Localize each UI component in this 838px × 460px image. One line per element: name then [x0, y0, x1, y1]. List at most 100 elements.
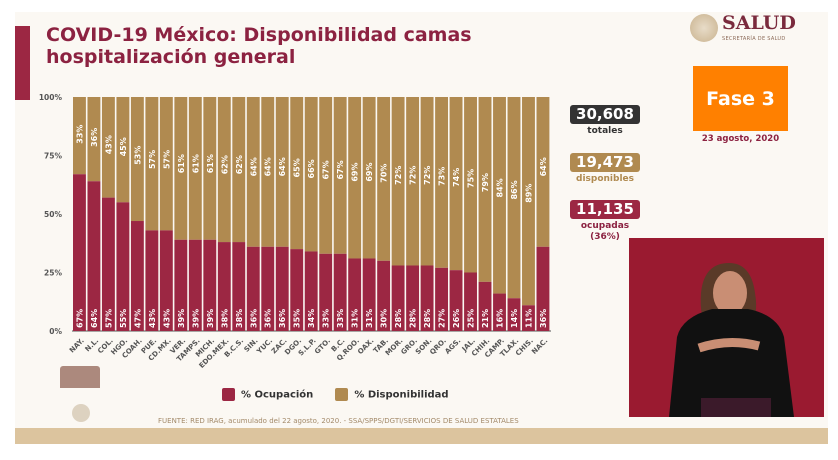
bar-occupied [73, 174, 86, 331]
bar-occupied [232, 242, 246, 331]
bar-label-occupied: 33% [322, 309, 331, 328]
x-tick-label: GTO. [313, 337, 332, 356]
bar-occupied [391, 265, 405, 331]
x-tick-label: NAC. [530, 337, 549, 356]
y-tick-label: 75% [44, 152, 62, 161]
bar-label-available: 53% [133, 146, 142, 165]
bar-available [493, 97, 506, 294]
bar-label-available: 36% [90, 128, 99, 147]
occupancy-chart: 0%25%50%75%100%67%33%NAY.64%36%N.L.57%43… [39, 93, 551, 370]
bar-label-available: 61% [177, 154, 186, 173]
bar-label-available: 70% [380, 164, 389, 183]
bar-label-available: 64% [539, 157, 548, 176]
bar-occupied [130, 221, 144, 331]
bar-available [217, 97, 231, 243]
bar-label-available: 64% [249, 157, 258, 176]
bar-label-available: 89% [524, 184, 533, 203]
bar-occupied [406, 265, 420, 331]
seal-watermark-icon [72, 404, 90, 422]
bar-label-occupied: 39% [206, 309, 215, 328]
bar-label-available: 64% [264, 157, 273, 176]
bar-occupied [261, 246, 275, 331]
bar-label-occupied: 38% [220, 309, 229, 328]
legend-item-occupied: % Ocupación [222, 388, 313, 401]
bar-label-occupied: 34% [307, 309, 316, 328]
bar-occupied [420, 265, 434, 331]
bar-occupied [493, 293, 506, 331]
y-tick-label: 25% [44, 269, 62, 278]
stat-value: 30,608 [570, 105, 640, 124]
bar-label-available: 79% [481, 173, 490, 192]
bar-label-occupied: 28% [409, 309, 418, 328]
bar-label-occupied: 14% [510, 309, 519, 328]
bar-available [232, 97, 246, 243]
bar-label-occupied: 43% [148, 309, 157, 328]
bar-label-occupied: 35% [293, 309, 302, 328]
bar-label-available: 43% [104, 135, 113, 154]
bar-available [319, 97, 333, 254]
bar-label-available: 73% [438, 167, 447, 186]
bar-occupied [203, 239, 217, 331]
title-accent-bar [15, 26, 30, 100]
bar-label-occupied: 36% [264, 309, 273, 328]
legend-label: % Ocupación [241, 389, 314, 401]
bar-occupied [522, 305, 535, 331]
bar-occupied [536, 246, 550, 331]
x-tick-label: QRO. [428, 337, 448, 357]
bar-available [377, 97, 391, 261]
phase-badge: Fase 3 [693, 66, 788, 131]
legend-label: % Disponibilidad [354, 389, 449, 401]
footer-band [15, 428, 828, 444]
bar-occupied [333, 253, 347, 331]
mexico-seal-icon [690, 13, 718, 42]
bar-label-available: 57% [162, 150, 171, 169]
bar-label-occupied: 28% [394, 309, 403, 328]
bar-occupied [507, 298, 521, 331]
y-tick-label: 0% [49, 327, 62, 336]
legend-swatch [335, 388, 349, 401]
bar-label-available: 57% [148, 150, 157, 169]
salud-logo: SALUD SECRETARÍA DE SALUD [690, 12, 796, 43]
stat-total: 30,608 totales [565, 105, 645, 137]
bar-available [87, 97, 101, 182]
bar-available [478, 97, 492, 282]
bar-available [203, 97, 217, 240]
stat-value: 11,135 [570, 200, 640, 219]
bar-occupied [246, 246, 260, 331]
x-tick-label: YUC. [255, 337, 274, 356]
page-title: COVID-19 México: Disponibilidad camas ho… [46, 24, 472, 68]
bar-label-occupied: 36% [539, 309, 548, 328]
stat-label: disponibles [576, 174, 634, 184]
bar-label-occupied: 31% [351, 309, 360, 328]
y-tick-label: 50% [44, 210, 62, 219]
bar-label-available: 69% [351, 163, 360, 182]
bar-label-available: 62% [235, 155, 244, 174]
bar-available [73, 97, 86, 175]
bar-available [290, 97, 304, 250]
bar-label-available: 72% [394, 166, 403, 185]
bar-label-occupied: 25% [467, 309, 476, 328]
bar-label-available: 86% [510, 180, 519, 199]
bar-available [333, 97, 347, 254]
bar-label-occupied: 30% [380, 309, 389, 328]
bar-label-occupied: 27% [438, 309, 447, 328]
stat-available: 19,473 disponibles [565, 153, 645, 185]
bar-occupied [275, 246, 289, 331]
bar-occupied [174, 239, 188, 331]
bar-label-occupied: 11% [524, 309, 533, 328]
bar-occupied [159, 230, 173, 331]
bar-available [522, 97, 535, 306]
legend-swatch [222, 388, 235, 401]
bar-occupied [87, 181, 101, 331]
bar-label-occupied: 33% [336, 309, 345, 328]
bar-label-occupied: 57% [104, 309, 113, 328]
bar-label-occupied: 67% [75, 309, 84, 328]
bar-available [304, 97, 318, 252]
bar-label-available: 74% [452, 168, 461, 187]
bar-label-available: 69% [365, 163, 374, 182]
bar-occupied [188, 239, 202, 331]
bar-label-available: 65% [293, 158, 302, 177]
bar-label-occupied: 26% [452, 309, 461, 328]
bar-label-occupied: 21% [481, 309, 490, 328]
bar-available [348, 97, 362, 259]
